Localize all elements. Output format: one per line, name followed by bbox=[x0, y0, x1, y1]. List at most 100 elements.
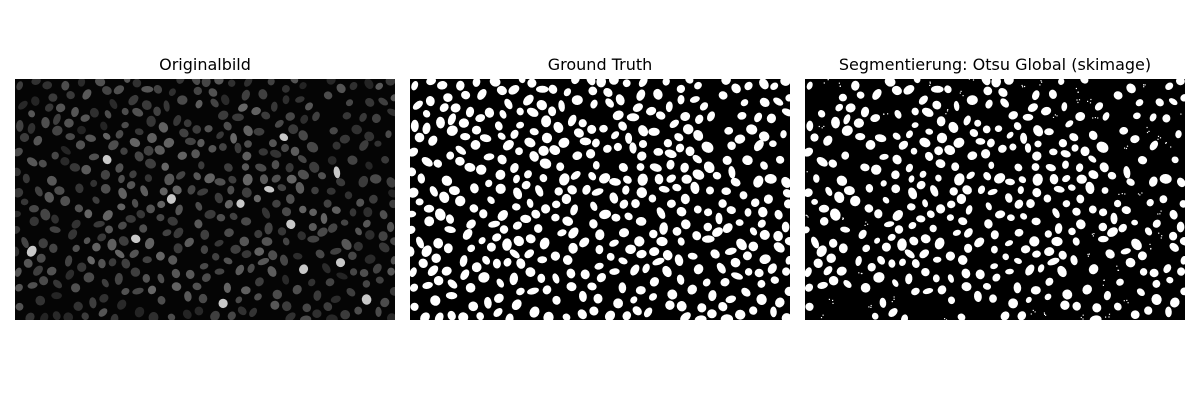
nucleus bbox=[290, 79, 299, 84]
nucleus-mask bbox=[537, 273, 546, 283]
nucleus-mask bbox=[636, 249, 647, 259]
nucleus-mask bbox=[742, 155, 753, 166]
nucleus-mask bbox=[623, 175, 632, 184]
nucleus-segmented bbox=[946, 214, 954, 221]
nucleus-segmented bbox=[981, 79, 991, 86]
nucleus-segmented bbox=[990, 245, 998, 254]
nucleus-mask bbox=[592, 161, 600, 170]
nucleus bbox=[257, 257, 270, 266]
nucleus-segmented bbox=[982, 125, 991, 134]
nucleus-mask bbox=[739, 191, 748, 200]
speckle bbox=[959, 92, 961, 94]
nucleus-mask bbox=[622, 79, 631, 88]
nucleus-mask bbox=[666, 174, 676, 183]
nucleus bbox=[364, 79, 374, 90]
nucleus bbox=[359, 112, 367, 122]
nucleus-mask bbox=[588, 172, 597, 181]
nucleus-mask bbox=[749, 306, 758, 315]
nucleus-segmented bbox=[1062, 289, 1073, 300]
nucleus bbox=[288, 124, 299, 135]
nucleus bbox=[372, 263, 382, 274]
nucleus-segmented bbox=[922, 288, 934, 295]
nucleus-mask bbox=[420, 312, 430, 320]
speckle bbox=[887, 113, 889, 115]
nucleus-mask bbox=[461, 90, 471, 100]
nucleus-mask bbox=[604, 310, 616, 320]
speckle bbox=[1089, 102, 1092, 104]
nucleus-mask bbox=[653, 147, 664, 156]
nucleus-mask bbox=[763, 194, 773, 204]
nucleus-segmented bbox=[1131, 238, 1142, 251]
nucleus-mask bbox=[773, 242, 785, 253]
nucleus-mask bbox=[740, 99, 749, 107]
nucleus-segmented bbox=[1024, 143, 1032, 153]
nucleus bbox=[386, 221, 395, 233]
nucleus-segmented bbox=[835, 103, 844, 112]
nucleus-mask bbox=[680, 112, 691, 121]
nucleus-segmented bbox=[1062, 200, 1071, 208]
nucleus bbox=[346, 287, 356, 297]
nucleus-mask bbox=[632, 103, 643, 112]
nucleus-segmented bbox=[953, 100, 960, 112]
nucleus-mask bbox=[539, 174, 548, 183]
speckle bbox=[1121, 193, 1123, 195]
nucleus-mask bbox=[447, 113, 457, 126]
nucleus-mask bbox=[782, 189, 790, 198]
nucleus-mask bbox=[781, 108, 790, 117]
nucleus-mask bbox=[494, 293, 504, 303]
nucleus bbox=[244, 140, 252, 148]
nucleus-segmented bbox=[1017, 186, 1024, 195]
nucleus-mask bbox=[411, 80, 419, 91]
nucleus bbox=[390, 237, 395, 246]
nucleus-segmented bbox=[975, 138, 986, 145]
nucleus bbox=[323, 199, 332, 208]
nucleus-mask bbox=[630, 264, 640, 276]
nucleus-mask bbox=[558, 137, 570, 148]
nucleus bbox=[230, 133, 238, 144]
nucleus-segmented bbox=[903, 85, 915, 95]
nucleus bbox=[171, 268, 181, 279]
nucleus-mask bbox=[746, 124, 758, 135]
nucleus bbox=[68, 229, 78, 240]
nucleus-mask bbox=[521, 180, 531, 190]
nucleus-segmented bbox=[994, 125, 1003, 133]
nucleus-segmented bbox=[843, 114, 851, 125]
nucleus-mask bbox=[422, 122, 431, 135]
nucleus-segmented bbox=[1163, 264, 1172, 274]
nucleus-segmented bbox=[1052, 208, 1060, 219]
nucleus bbox=[317, 227, 328, 237]
nucleus bbox=[308, 222, 317, 232]
nucleus bbox=[241, 89, 251, 101]
speckle bbox=[1149, 243, 1151, 245]
nucleus bbox=[25, 312, 35, 320]
nucleus-mask bbox=[429, 186, 438, 197]
nucleus bbox=[201, 273, 211, 283]
nucleus-mask bbox=[609, 239, 619, 247]
nucleus bbox=[163, 137, 175, 148]
nucleus bbox=[374, 140, 382, 147]
nucleus bbox=[194, 306, 204, 316]
nucleus bbox=[364, 131, 375, 142]
speckle bbox=[858, 272, 860, 274]
nucleus-mask bbox=[685, 79, 694, 84]
nucleus bbox=[121, 258, 131, 269]
nucleus bbox=[255, 163, 267, 172]
nucleus-mask bbox=[636, 89, 646, 101]
nucleus bbox=[77, 125, 86, 135]
nucleus bbox=[390, 94, 395, 102]
nucleus-mask bbox=[708, 290, 717, 302]
nucleus-mask bbox=[476, 312, 484, 320]
nucleus-mask bbox=[609, 192, 619, 204]
nucleus bbox=[210, 98, 219, 108]
speckle bbox=[1093, 233, 1095, 235]
nucleus-segmented bbox=[884, 79, 896, 87]
nucleus bbox=[121, 107, 129, 116]
nucleus bbox=[92, 242, 101, 252]
nucleus bbox=[201, 79, 211, 88]
nucleus bbox=[323, 91, 333, 100]
speckle bbox=[867, 223, 869, 225]
nucleus-segmented bbox=[907, 203, 916, 211]
speckle bbox=[823, 125, 825, 127]
nucleus bbox=[356, 198, 365, 207]
nucleus bbox=[300, 114, 309, 124]
